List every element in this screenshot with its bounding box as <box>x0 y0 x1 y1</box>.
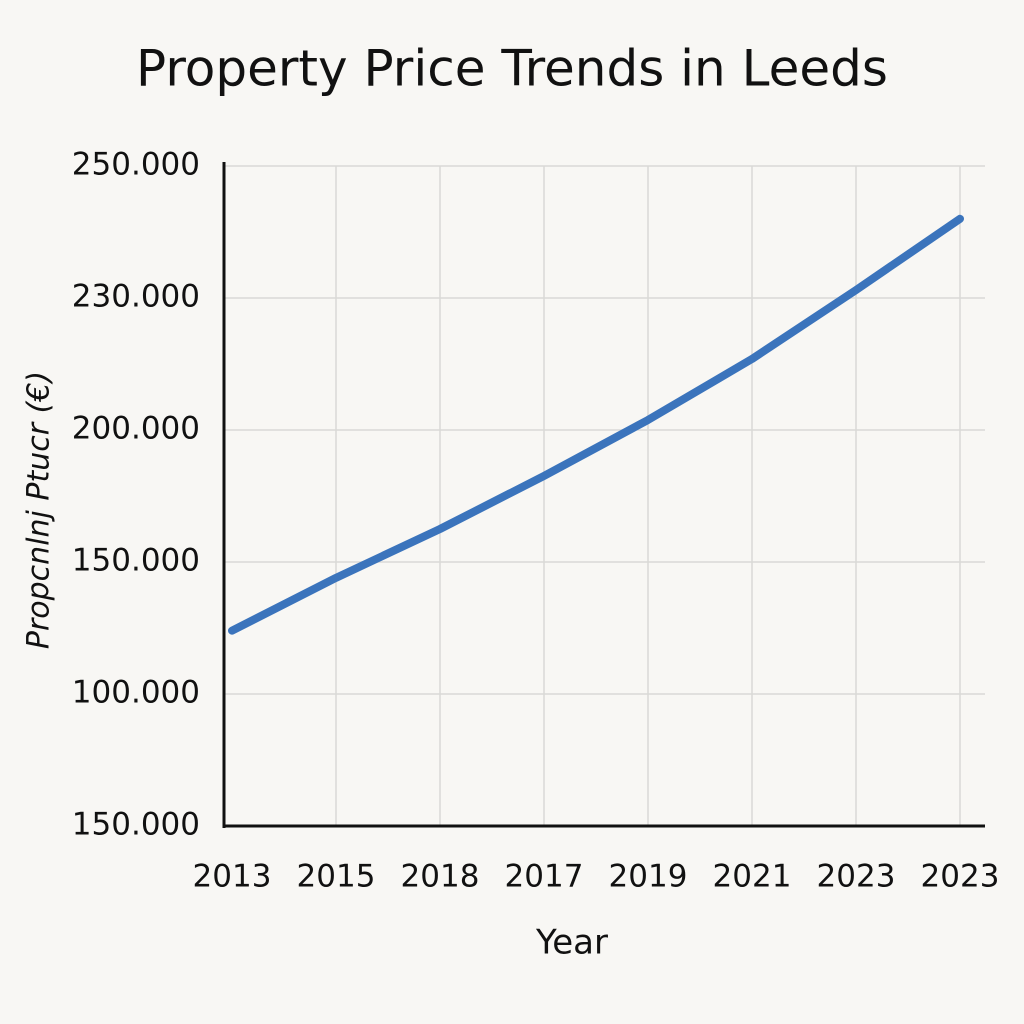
y-tick-label: 230.000 <box>72 279 200 315</box>
y-tick-label: 150.000 <box>72 543 200 579</box>
x-tick-label: 2023 <box>817 859 896 895</box>
y-axis-label: Propcnlnj Ptucr (€) <box>22 371 57 649</box>
y-tick-label: 200.000 <box>72 411 200 447</box>
y-tick-label: 250.000 <box>72 147 200 183</box>
chart-title: Property Price Trends in Leeds <box>136 40 888 98</box>
x-tick-label: 2013 <box>193 859 272 895</box>
x-tick-label: 2019 <box>609 859 688 895</box>
x-tick-label: 2023 <box>921 859 1000 895</box>
line-series <box>228 214 964 635</box>
x-axis-label: Year <box>535 923 608 963</box>
y-tick-label: 150.000 <box>72 807 200 843</box>
y-tick-label: 100.000 <box>72 675 200 711</box>
x-tick-label: 2015 <box>297 859 376 895</box>
x-tick-label: 2017 <box>505 859 584 895</box>
x-tick-label: 2021 <box>713 859 792 895</box>
x-tick-label: 2018 <box>401 859 480 895</box>
